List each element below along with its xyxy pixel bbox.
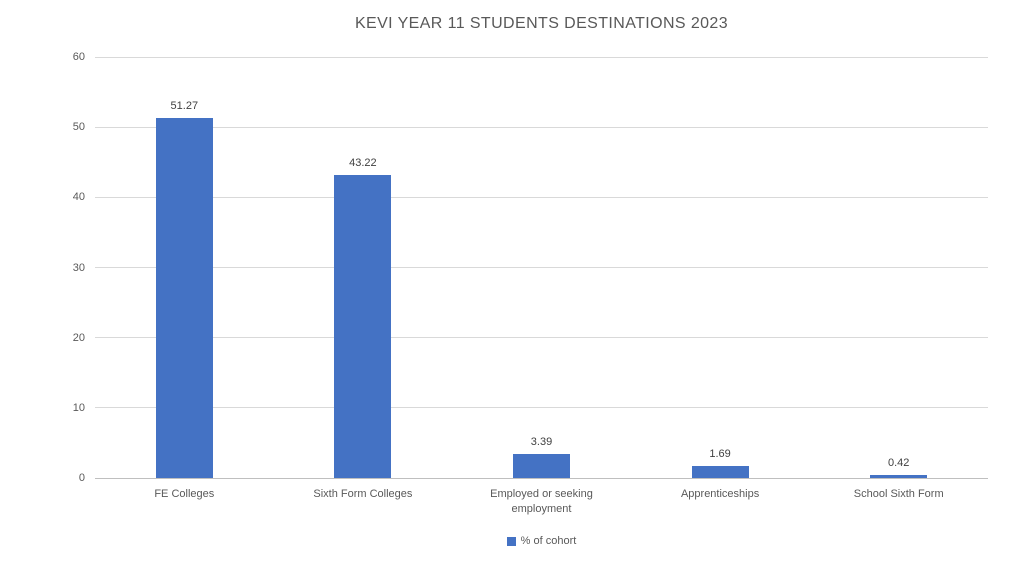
- category-label: Employed or seeking employment: [490, 488, 593, 516]
- bar-value-label: 3.39: [530, 436, 553, 449]
- x-axis-line: [95, 477, 988, 479]
- gridline: [95, 56, 988, 58]
- bar-value-label: 51.27: [170, 100, 199, 113]
- y-tick-label: 10: [72, 401, 85, 414]
- bar: [691, 466, 749, 478]
- bar-value-label: 0.42: [887, 457, 910, 470]
- gridline: [95, 196, 988, 198]
- y-tick-label: 40: [72, 191, 85, 204]
- bar: [334, 174, 392, 478]
- category-label: Apprenticeships: [680, 488, 760, 500]
- bar: [155, 118, 213, 478]
- plot-area: 0 10 20 30 40 50 60 51.27 FE Colleges 43.22 Sixth …: [73, 51, 988, 515]
- y-tick-label: 30: [72, 261, 85, 274]
- gridline: [95, 267, 988, 268]
- category-label: Sixth Form Colleges: [313, 488, 413, 500]
- legend: % of cohort: [95, 535, 988, 547]
- chart-title: KEVI YEAR 11 STUDENTS DESTINATIONS 2023: [354, 15, 729, 32]
- y-tick-label: 20: [72, 331, 85, 344]
- legend-swatch-icon: [506, 536, 516, 546]
- bar: [513, 454, 570, 478]
- category-label: School Sixth Form: [853, 488, 944, 500]
- gridline: [95, 407, 988, 409]
- category-label: FE Colleges: [154, 488, 215, 500]
- legend-label: % of cohort: [520, 535, 577, 547]
- bar-value-label: 1.69: [709, 448, 731, 461]
- y-tick-label: 0: [78, 472, 85, 484]
- bar: [870, 475, 928, 478]
- gridline: [95, 337, 988, 339]
- gridline: [95, 126, 988, 128]
- y-tick-label: 60: [72, 51, 85, 63]
- y-tick-label: 50: [72, 121, 85, 134]
- bar-value-label: 43.22: [349, 156, 377, 169]
